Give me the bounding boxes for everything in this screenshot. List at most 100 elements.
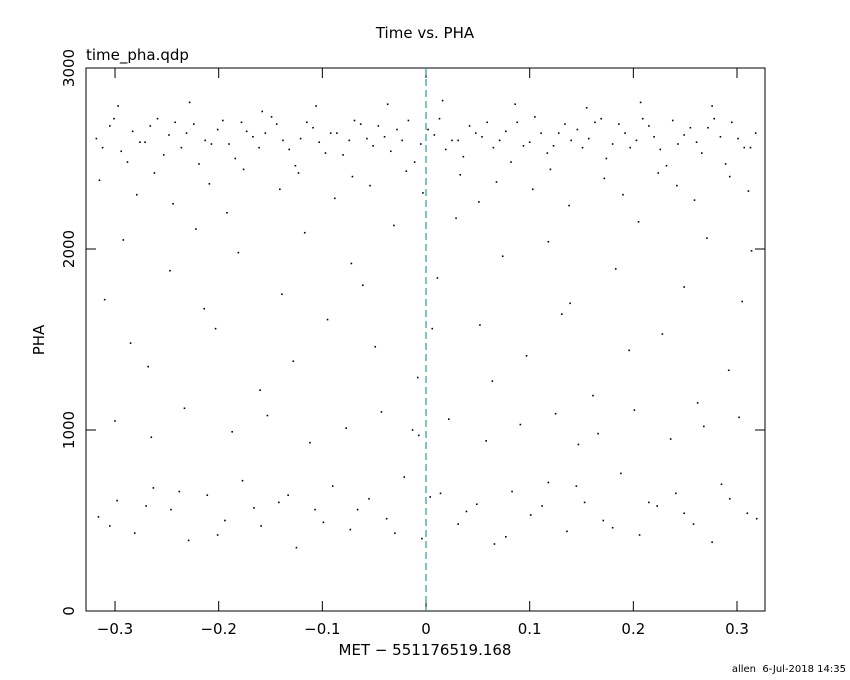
point [253, 507, 255, 509]
point [306, 121, 308, 124]
point [318, 141, 321, 144]
point [431, 327, 434, 330]
point [669, 438, 672, 440]
point [441, 99, 444, 102]
point [656, 505, 658, 507]
point [329, 132, 332, 134]
point [468, 125, 471, 127]
point [459, 173, 462, 176]
point [491, 380, 494, 382]
point [620, 472, 622, 475]
point [324, 152, 327, 154]
annotation: time_pha.qdp [86, 46, 189, 65]
point [552, 145, 555, 147]
point [438, 117, 441, 120]
point [692, 523, 695, 525]
point [505, 130, 507, 133]
point [278, 501, 280, 504]
point [465, 510, 468, 513]
point [628, 349, 630, 352]
point [314, 508, 316, 511]
point [356, 508, 359, 511]
point [336, 132, 338, 134]
point [547, 481, 550, 484]
point [501, 255, 504, 258]
point [114, 420, 116, 422]
point [577, 443, 580, 446]
point [665, 164, 668, 167]
point [133, 532, 136, 534]
point [569, 302, 571, 305]
point [417, 434, 420, 437]
point [261, 110, 264, 113]
point [169, 269, 171, 272]
point [731, 121, 733, 124]
point [510, 161, 512, 163]
x-tick-label: −0.2 [200, 620, 236, 638]
point [345, 427, 347, 429]
point [478, 201, 480, 203]
point [597, 432, 599, 435]
point [264, 132, 267, 134]
point [303, 231, 306, 234]
point [676, 184, 678, 187]
point [116, 499, 118, 502]
point [122, 239, 125, 241]
point [174, 121, 176, 124]
point [433, 134, 436, 136]
point [683, 134, 685, 136]
point [228, 143, 230, 145]
point [259, 389, 261, 391]
point [750, 250, 753, 252]
point [602, 519, 605, 522]
point [637, 221, 640, 223]
point [585, 107, 588, 109]
point [380, 411, 383, 413]
point [359, 123, 362, 125]
point [720, 483, 723, 486]
point [474, 132, 477, 134]
x-tick-label: −0.1 [304, 620, 340, 638]
point [566, 530, 568, 533]
point [703, 425, 705, 428]
point [156, 117, 159, 120]
x-tick-label: 0.3 [725, 620, 749, 638]
point [147, 365, 149, 368]
point [746, 512, 749, 515]
point [183, 407, 186, 410]
point [198, 163, 200, 165]
point [514, 103, 516, 105]
point [322, 521, 325, 524]
point [707, 126, 709, 129]
point [741, 300, 743, 303]
point [242, 168, 245, 171]
point [312, 126, 314, 129]
point [366, 137, 368, 140]
point [683, 286, 685, 288]
point [234, 157, 237, 160]
point [193, 123, 195, 125]
point [677, 143, 679, 145]
point [594, 121, 596, 124]
point [629, 146, 632, 149]
point [206, 494, 209, 496]
point [492, 146, 495, 149]
point [648, 501, 650, 504]
point [149, 125, 152, 127]
point [245, 130, 248, 133]
point [333, 197, 336, 200]
point [534, 116, 536, 118]
point [97, 516, 100, 518]
point [587, 137, 590, 140]
point [549, 168, 552, 171]
point [541, 505, 543, 507]
point [407, 119, 410, 122]
point [195, 228, 197, 230]
point [385, 517, 388, 520]
point [377, 125, 380, 127]
point [288, 148, 290, 151]
point [531, 188, 534, 191]
point [727, 369, 730, 372]
point [393, 224, 395, 227]
